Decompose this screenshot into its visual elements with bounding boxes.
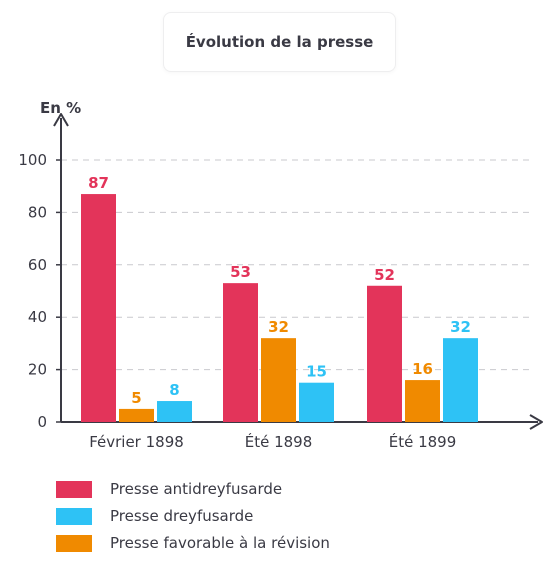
bar [81,194,116,422]
y-tick-label: 20 [28,361,47,379]
x-tick-label: Été 1899 [389,432,457,451]
bar [223,283,258,422]
y-tick-label: 60 [28,256,47,274]
legend-label: Presse favorable à la révision [110,534,330,552]
bar [119,408,154,422]
bar [443,338,478,422]
bar [405,380,440,422]
bar [261,338,296,422]
x-axis-arrow [529,414,543,430]
y-tick-label: 0 [37,413,47,431]
data-label: 53 [230,263,251,281]
y-tick-label: 100 [18,151,47,169]
data-label: 15 [306,363,327,381]
data-label: 5 [131,389,141,407]
x-tick-label: Février 1898 [89,433,184,451]
data-label: 52 [374,266,395,284]
chart-title-box: Évolution de la presse [163,12,396,72]
bar [299,382,334,422]
x-tick-label: Été 1898 [245,432,313,451]
legend-item-antidreyfusarde: Presse antidreyfusarde [56,480,330,498]
data-label: 32 [268,318,289,336]
y-axis-label: En % [40,99,81,117]
bar-chart: 0 20 40 60 80 100 En % 87 5 8 Février 1898 53 32 15 Ét… [18,99,543,451]
legend-label: Presse dreyfusarde [110,507,254,525]
y-tick-label: 40 [28,308,47,326]
data-label: 16 [412,360,433,378]
legend-item-dreyfusarde: Presse dreyfusarde [56,507,330,525]
legend-item-revision: Presse favorable à la révision [56,534,330,552]
data-label: 87 [88,174,109,192]
legend-swatch [56,480,92,498]
data-label: 32 [450,318,471,336]
legend: Presse antidreyfusarde Presse dreyfusard… [56,480,330,561]
legend-swatch [56,534,92,552]
y-axis-arrow [53,113,69,127]
legend-swatch [56,507,92,525]
y-tick-label: 80 [28,203,47,221]
legend-label: Presse antidreyfusarde [110,480,283,498]
bar [157,401,192,422]
chart-title: Évolution de la presse [185,33,374,51]
bar [367,285,402,422]
data-label: 8 [169,381,179,399]
